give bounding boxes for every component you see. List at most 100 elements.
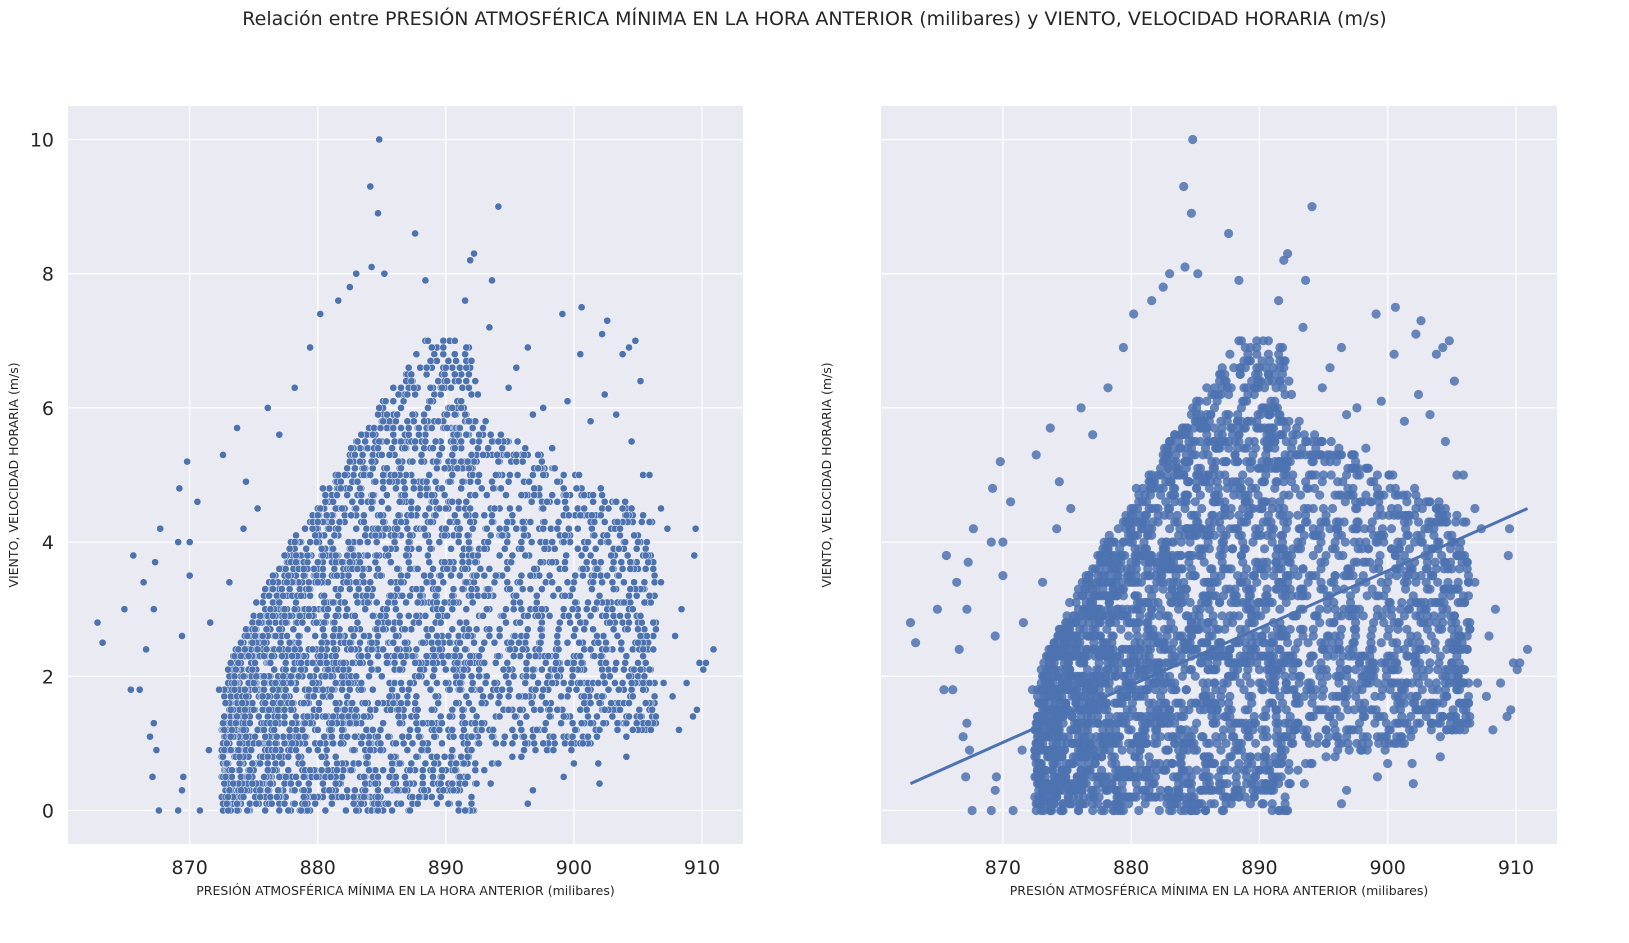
data-point bbox=[265, 739, 273, 748]
data-point bbox=[353, 598, 362, 607]
data-point bbox=[1207, 510, 1217, 520]
data-point bbox=[290, 645, 299, 654]
data-point bbox=[516, 719, 524, 728]
data-point bbox=[329, 739, 337, 748]
data-point bbox=[618, 504, 627, 513]
data-point bbox=[360, 578, 368, 587]
data-point bbox=[538, 632, 546, 640]
data-point bbox=[383, 437, 391, 446]
data-point bbox=[431, 437, 440, 446]
data-point bbox=[289, 625, 298, 634]
data-point bbox=[285, 585, 294, 593]
data-point bbox=[343, 578, 352, 587]
data-point bbox=[351, 612, 359, 620]
data-point bbox=[443, 424, 451, 432]
data-point bbox=[215, 685, 223, 694]
data-point bbox=[178, 786, 186, 795]
data-point bbox=[397, 437, 405, 446]
data-point bbox=[287, 672, 295, 681]
data-point bbox=[516, 652, 524, 660]
data-point bbox=[541, 699, 550, 707]
data-point bbox=[465, 383, 473, 392]
data-point bbox=[689, 712, 697, 721]
data-point bbox=[348, 497, 357, 506]
data-point bbox=[544, 672, 553, 681]
data-point bbox=[657, 504, 665, 513]
data-point bbox=[386, 705, 395, 714]
data-point bbox=[357, 497, 366, 506]
data-point bbox=[555, 618, 564, 627]
data-point bbox=[570, 659, 578, 667]
data-point bbox=[484, 585, 492, 593]
data-point bbox=[279, 732, 288, 741]
data-point bbox=[1261, 725, 1271, 735]
data-point bbox=[472, 779, 481, 788]
data-point bbox=[486, 430, 495, 439]
data-point bbox=[488, 518, 496, 526]
data-point bbox=[274, 705, 282, 714]
data-point bbox=[261, 732, 270, 741]
data-point bbox=[439, 578, 448, 587]
data-point bbox=[413, 705, 422, 714]
data-point bbox=[352, 719, 361, 728]
data-point bbox=[251, 732, 259, 741]
data-point bbox=[634, 659, 642, 667]
data-point bbox=[404, 430, 413, 439]
data-point bbox=[371, 477, 380, 486]
data-point bbox=[299, 786, 308, 795]
data-point bbox=[253, 726, 262, 734]
data-point bbox=[406, 531, 414, 540]
data-point bbox=[635, 705, 644, 714]
data-point bbox=[553, 705, 562, 714]
data-point bbox=[397, 679, 405, 687]
data-point bbox=[324, 605, 332, 614]
data-point bbox=[553, 497, 562, 506]
data-point bbox=[403, 544, 412, 553]
data-point bbox=[395, 618, 404, 627]
data-point bbox=[625, 591, 633, 600]
data-point bbox=[284, 645, 293, 654]
data-point bbox=[312, 618, 321, 627]
data-point bbox=[340, 598, 349, 607]
data-point bbox=[424, 404, 432, 412]
data-point bbox=[495, 524, 504, 533]
data-point bbox=[411, 699, 419, 707]
data-point bbox=[467, 685, 476, 694]
data-point bbox=[290, 786, 299, 795]
data-point bbox=[230, 679, 239, 687]
data-point bbox=[620, 578, 628, 587]
data-point bbox=[342, 806, 350, 815]
data-point bbox=[220, 692, 229, 701]
data-point bbox=[302, 544, 311, 553]
data-point bbox=[611, 679, 619, 687]
data-point bbox=[402, 779, 410, 788]
data-point bbox=[389, 430, 398, 439]
data-point bbox=[480, 544, 489, 553]
data-point bbox=[308, 645, 317, 654]
data-point bbox=[457, 397, 466, 406]
data-point bbox=[415, 793, 423, 801]
data-point bbox=[366, 578, 375, 587]
data-point bbox=[538, 605, 546, 614]
data-point bbox=[440, 752, 449, 761]
data-point bbox=[586, 645, 595, 654]
data-point bbox=[586, 719, 595, 728]
data-point bbox=[422, 363, 431, 372]
data-point bbox=[329, 712, 337, 721]
data-point bbox=[285, 726, 294, 734]
data-point bbox=[408, 793, 417, 801]
data-point bbox=[345, 585, 354, 593]
data-point bbox=[499, 739, 508, 748]
data-point bbox=[374, 732, 382, 741]
data-point bbox=[447, 752, 455, 761]
data-point bbox=[440, 370, 449, 379]
data-point bbox=[581, 544, 590, 553]
data-point bbox=[278, 585, 286, 593]
data-point bbox=[228, 773, 236, 781]
data-point bbox=[383, 652, 391, 660]
data-point bbox=[408, 652, 417, 660]
data-point bbox=[641, 565, 650, 573]
data-point bbox=[603, 571, 612, 580]
data-point bbox=[516, 578, 524, 587]
data-point bbox=[589, 491, 597, 499]
